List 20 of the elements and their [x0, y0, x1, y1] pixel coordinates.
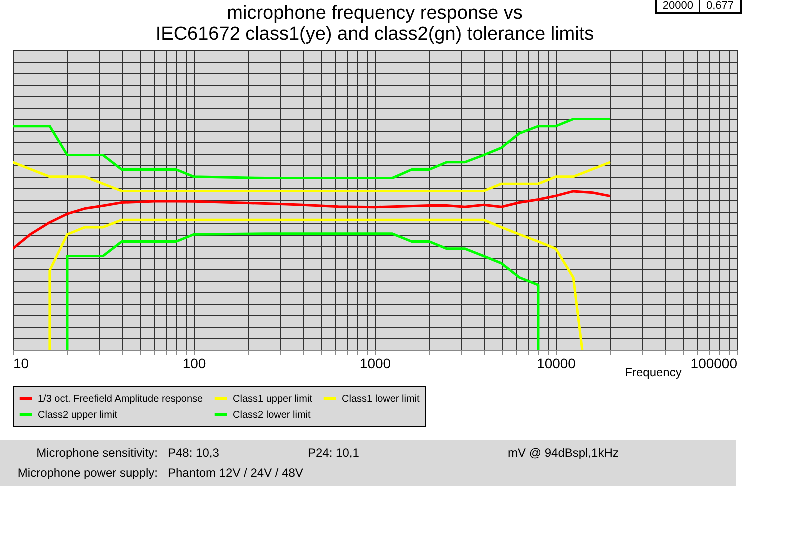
legend-label: Class2 lower limit — [233, 410, 312, 421]
legend-label: Class1 upper limit — [233, 394, 313, 405]
chart-title: microphone frequency response vs IEC61672 class1(ye) and class2(gn) tolerance limits — [156, 3, 594, 45]
x-tick-label: 1000 — [360, 356, 392, 372]
text: 0,677 — [699, 0, 740, 12]
text: P48: 10,3 — [168, 446, 220, 460]
text: 20000 — [662, 0, 694, 12]
text: mV @ 94dBspl,1kHz — [508, 446, 620, 460]
x-tick-label: 10000 — [537, 356, 576, 372]
legend-label: Class2 upper limit — [38, 410, 118, 421]
x-tick-label: 10 — [14, 356, 30, 372]
x-axis-title: Frequency — [625, 366, 682, 380]
text: P24: 10,1 — [308, 446, 360, 460]
text: Microphone sensitivity: — [36, 446, 159, 460]
legend-label: Class1 lower limit — [342, 394, 420, 405]
text: Microphone power supply: — [16, 466, 159, 480]
x-tick-label: 100 — [182, 356, 206, 372]
x-tick-label: 100000 — [690, 356, 738, 372]
text: Phantom 12V / 24V / 48V — [168, 466, 304, 480]
legend-label: 1/3 oct. Freefield Amplitude response — [38, 394, 204, 405]
